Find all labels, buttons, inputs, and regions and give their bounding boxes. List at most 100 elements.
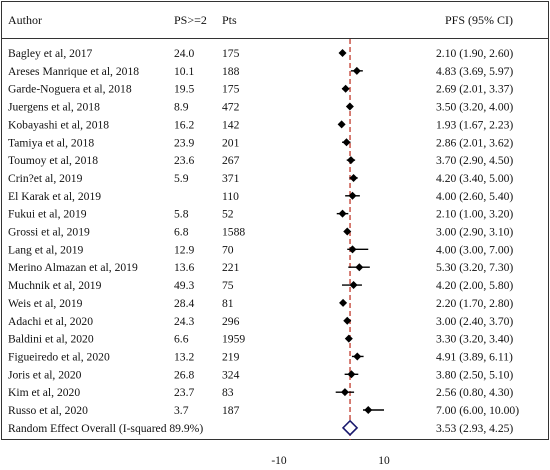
- study-author: Bagley et al, 2017: [8, 47, 93, 60]
- study-ps: 13.2: [174, 350, 194, 363]
- study-pts: 175: [222, 83, 240, 96]
- study-estimate-marker: [353, 352, 362, 361]
- study-pts: 70: [222, 243, 234, 256]
- header-pfs: PFS (95% CI): [445, 13, 513, 27]
- study-author: Adachi et al, 2020: [8, 315, 93, 328]
- study-estimate-marker: [345, 102, 354, 111]
- study-author: Juergens et al, 2018: [8, 101, 100, 114]
- study-pts: 1959: [222, 333, 245, 346]
- study-pts: 221: [222, 261, 240, 274]
- study-ps: 16.2: [174, 118, 194, 131]
- study-row: Muchnik et al, 2019 49.3 75 4.20 (2.00, 5.8…: [8, 279, 513, 292]
- study-estimate-marker: [349, 281, 358, 290]
- study-author: Baldini et al, 2020: [8, 333, 94, 346]
- study-pfs: 4.83 (3.69, 5.97): [436, 65, 513, 78]
- study-estimate-marker: [340, 388, 349, 397]
- header-pts: Pts: [222, 13, 237, 27]
- study-estimate-marker: [348, 191, 357, 200]
- study-pfs: 2.10 (1.00, 3.20): [436, 208, 513, 221]
- study-row: El Karak et al, 2019 110 4.00 (2.60, 5.40): [8, 190, 513, 203]
- study-pts: 267: [222, 154, 240, 167]
- study-author: Lang et al, 2019: [8, 243, 84, 256]
- study-ps: 23.7: [174, 386, 194, 399]
- study-ps: 23.6: [174, 154, 194, 167]
- study-pts: 81: [222, 297, 234, 310]
- study-pfs: 4.20 (3.40, 5.00): [436, 172, 513, 185]
- study-pts: 75: [222, 279, 234, 292]
- study-row: Russo et al, 2020 3.7 187 7.00 (6.00, 10.00…: [8, 404, 519, 417]
- study-pfs: 5.30 (3.20, 7.30): [436, 261, 513, 274]
- study-ps: 19.5: [174, 83, 194, 96]
- study-pfs: 2.20 (1.70, 2.80): [436, 297, 513, 310]
- study-pfs: 4.91 (3.89, 6.11): [436, 350, 513, 363]
- study-row: Kim et al, 2020 23.7 83 2.56 (0.80, 4.30): [8, 386, 513, 399]
- study-pfs: 3.00 (2.40, 3.70): [436, 315, 513, 328]
- study-pts: 324: [222, 368, 240, 381]
- study-author: Merino Almazan et al, 2019: [8, 261, 138, 274]
- study-pts: 83: [222, 386, 234, 399]
- header-ps: PS>=2: [174, 13, 207, 27]
- study-pfs: 3.30 (3.20, 3.40): [436, 333, 513, 346]
- study-pts: 52: [222, 208, 234, 221]
- study-pts: 110: [222, 190, 239, 203]
- study-estimate-marker: [341, 84, 350, 93]
- study-pts: 188: [222, 65, 240, 78]
- study-estimate-marker: [344, 334, 353, 343]
- study-author: Joris et al, 2020: [8, 368, 82, 381]
- study-estimate-marker: [342, 138, 351, 147]
- study-row: Tamiya et al, 2018 23.9 201 2.86 (2.01, 3.6…: [8, 136, 513, 149]
- study-pts: 187: [222, 404, 240, 417]
- study-estimate-marker: [338, 209, 347, 218]
- study-row: Grossi et al, 2019 6.8 1588 3.00 (2.90, 3.1…: [8, 226, 513, 239]
- study-row: Figueiredo et al, 2020 13.2 219 4.91 (3.89,…: [8, 350, 513, 363]
- study-author: Kim et al, 2020: [8, 386, 80, 399]
- study-row: Kobayashi et al, 2018 16.2 142 1.93 (1.67, …: [8, 118, 513, 131]
- study-ps: 23.9: [174, 136, 194, 149]
- overall-diamond: [341, 419, 359, 436]
- study-pts: 371: [222, 172, 240, 185]
- study-ps: 12.9: [174, 243, 194, 256]
- study-author: Crin?et al, 2019: [8, 172, 83, 185]
- study-estimate-marker: [343, 316, 352, 325]
- study-row: Bagley et al, 2017 24.0 175 2.10 (1.90, 2.6…: [8, 47, 513, 60]
- study-estimate-marker: [349, 173, 358, 182]
- study-estimate-marker: [337, 120, 346, 129]
- study-estimate-marker: [346, 156, 355, 165]
- study-ps: 6.6: [174, 333, 189, 346]
- study-pfs: 2.86 (2.01, 3.62): [436, 136, 513, 149]
- study-ps: 28.4: [174, 297, 194, 310]
- study-rows: Bagley et al, 2017 24.0 175 2.10 (1.90, 2.6…: [8, 47, 519, 417]
- study-author: Grossi et al, 2019: [8, 226, 90, 239]
- study-estimate-marker: [348, 245, 357, 254]
- study-estimate-marker: [339, 298, 348, 307]
- x-tick-label: -10: [271, 455, 287, 467]
- study-author: Muchnik et al, 2019: [8, 279, 102, 292]
- study-row: Lang et al, 2019 12.9 70 4.00 (3.00, 7.00): [8, 243, 513, 256]
- study-author: Figueiredo et al, 2020: [8, 350, 110, 363]
- study-author: Russo et al, 2020: [8, 404, 88, 417]
- study-row: Juergens et al, 2018 8.9 472 3.50 (3.20, 4.…: [8, 101, 513, 114]
- study-row: Weis et al, 2019 28.4 81 2.20 (1.70, 2.80): [8, 297, 513, 310]
- study-pfs: 4.00 (2.60, 5.40): [436, 190, 513, 203]
- study-row: Toumoy et al, 2018 23.6 267 3.70 (2.90, 4.5…: [8, 154, 513, 167]
- study-author: Toumoy et al, 2018: [8, 154, 98, 167]
- study-author: Weis et al, 2019: [8, 297, 83, 310]
- study-pts: 1588: [222, 226, 245, 239]
- study-author: Tamiya et al, 2018: [8, 136, 94, 149]
- overall-row: Random Effect Overall (I-squared 89.9%) …: [8, 419, 513, 436]
- study-estimate-marker: [343, 227, 352, 236]
- study-pts: 201: [222, 136, 240, 149]
- header-author: Author: [8, 13, 42, 27]
- study-row: Merino Almazan et al, 2019 13.6 221 5.30 (3…: [8, 261, 513, 274]
- study-ps: 49.3: [174, 279, 194, 292]
- study-row: Crin?et al, 2019 5.9 371 4.20 (3.40, 5.00): [8, 172, 513, 185]
- study-estimate-marker: [352, 66, 361, 75]
- study-ps: 6.8: [174, 226, 189, 239]
- study-ps: 8.9: [174, 101, 189, 114]
- study-author: Fukui et al, 2019: [8, 208, 87, 221]
- study-ps: 24.0: [174, 47, 194, 60]
- study-pfs: 3.70 (2.90, 4.50): [436, 154, 513, 167]
- study-pfs: 2.56 (0.80, 4.30): [436, 386, 513, 399]
- study-pfs: 7.00 (6.00, 10.00): [436, 404, 519, 417]
